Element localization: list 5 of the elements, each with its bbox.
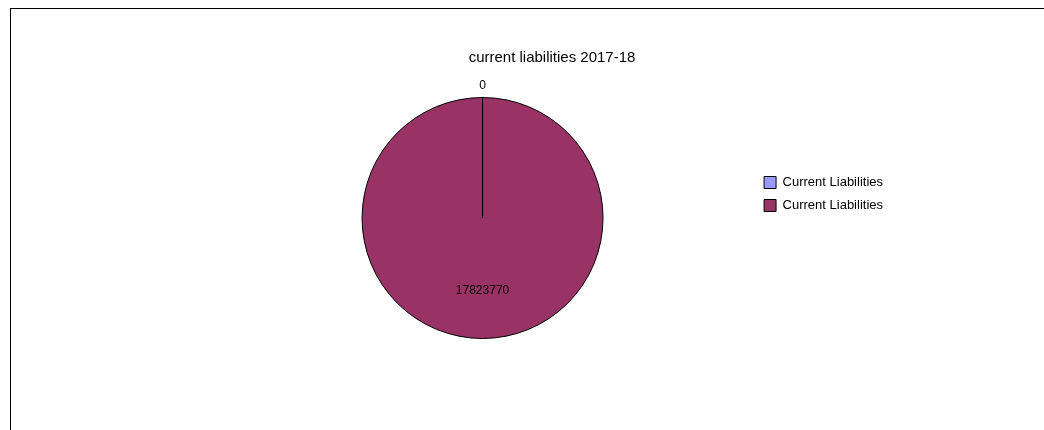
data-label: 17823770 [455, 282, 510, 297]
legend-label: Current Liabilities [782, 197, 884, 213]
legend-label: Current Liabilities [782, 174, 884, 190]
text: 0 [479, 77, 486, 92]
chart-title: current liabilities 2017-18 [468, 48, 636, 66]
